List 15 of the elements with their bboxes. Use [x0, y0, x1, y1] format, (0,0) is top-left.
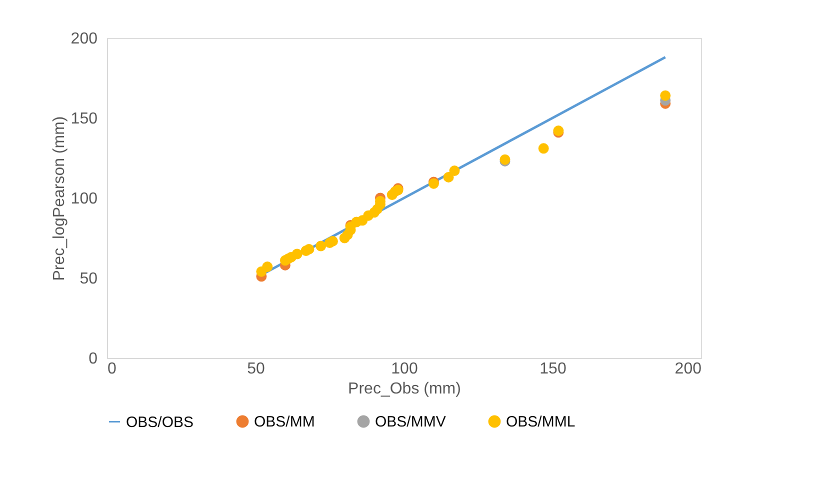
legend-label: OBS/MM	[254, 414, 315, 431]
x-tick-label: 0	[108, 360, 116, 378]
legend-label: OBS/OBS	[126, 414, 194, 431]
x-tick-label: 100	[391, 360, 418, 378]
y-axis-title: Prec_logPearson (mm)	[50, 116, 68, 281]
x-tick-label: 50	[247, 360, 265, 378]
x-axis-title: Prec_Obs (mm)	[348, 380, 461, 398]
y-tick-label: 200	[70, 30, 98, 48]
x-tick-label: 200	[674, 360, 702, 378]
y-tick-label: 100	[70, 190, 98, 208]
legend-label: OBS/MMV	[375, 414, 446, 431]
y-tick-label: 150	[70, 110, 98, 128]
y-tick-label: 50	[80, 270, 98, 288]
legend-label: OBS/MML	[506, 414, 576, 431]
x-tick-label: 150	[540, 360, 566, 378]
